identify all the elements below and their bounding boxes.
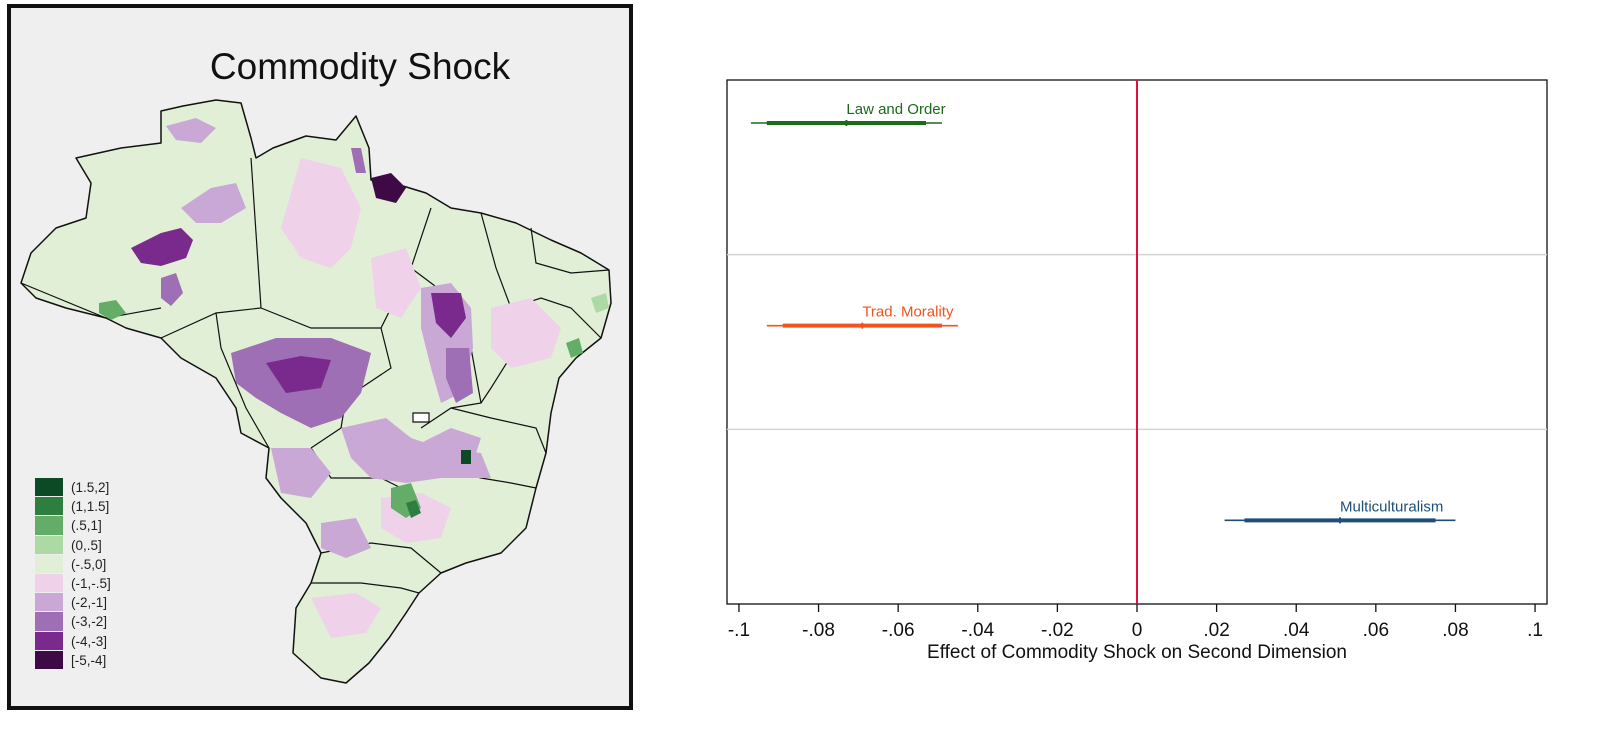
legend-label: [-5,-4] [71,652,107,668]
state-border [450,407,547,454]
map-patch [371,248,421,318]
legend-label: (-3,-2] [71,614,108,630]
x-tick-label: .06 [1363,620,1389,641]
legend-swatch [35,612,63,632]
x-tick-label: .02 [1203,620,1229,641]
legend-swatch [35,650,63,670]
x-tick-label: 0 [1132,620,1143,641]
map-patch [161,273,183,306]
series-label: Multiculturalism [1340,498,1443,515]
legend-label: (0,.5] [71,537,102,553]
map-title: Commodity Shock [209,46,511,87]
map-patch [271,448,331,498]
map-patch [266,356,331,393]
x-axis-title: Effect of Commodity Shock on Second Dime… [927,642,1347,663]
x-tick-label: -.04 [961,620,994,641]
shock-patches [99,118,609,638]
x-tick-label: -.1 [728,620,750,641]
legend-item: (0,.5] [35,535,111,555]
legend-label: (1,1.5] [71,499,110,515]
map-patch [591,293,609,313]
state-border [160,157,262,339]
legend-item: (-3,-2] [35,612,111,632]
state-border [311,582,420,594]
legend-swatch [35,554,63,574]
brazil-map [20,99,612,684]
map-patch [99,300,126,320]
coefficient-chart: -.1 -.08 -.06 -.04 -.02 0 .02 .04 .06 .08 .1 Law a… [726,79,1548,663]
map-patch [461,450,471,464]
legend-item: (-.5,0] [35,554,111,574]
map-patch [311,593,381,638]
legend-item: (1,1.5] [35,497,111,517]
legend-label: (-1,-.5] [71,576,111,592]
legend-label: (-2,-1] [71,595,108,611]
legend-swatch [35,497,63,517]
legend-swatch [35,535,63,555]
map-patch [371,173,406,203]
map-patch [181,183,246,223]
x-tick-label: -.02 [1041,620,1074,641]
state-border [530,227,610,274]
legend-swatch [35,478,63,498]
map-patch [351,148,366,173]
x-tick-label: -.08 [802,620,835,641]
map-patch [412,412,430,423]
map-patch [446,348,473,403]
state-border [20,282,162,319]
x-tick-label: .04 [1283,620,1310,641]
legend-label: (-4,-3] [71,633,108,649]
map-patch [131,228,193,266]
legend-label: (-.5,0] [71,556,107,572]
legend-swatch [35,631,63,651]
legend-label: (.5,1] [71,518,102,534]
map-legend: (1.5,2] (1,1.5] (.5,1] (0,.5] (-.5,0] (-1,-.5… [35,478,111,670]
legend-swatch [35,573,63,594]
legend-item: (.5,1] [35,516,111,536]
legend-item: (1.5,2] [35,478,111,498]
series-group: Law and Order Trad. Morality Multicultural… [750,101,1456,524]
map-patch [166,118,216,143]
legend-swatch [35,516,63,536]
legend-item: (-1,-.5] [35,573,111,594]
series-label: Law and Order [846,101,945,118]
map-patch [406,500,421,518]
x-tick-label: .1 [1527,620,1543,641]
legend-item: [-5,-4] [35,650,111,670]
legend-item: (-4,-3] [35,631,111,651]
map-patch [321,518,371,558]
x-axis: -.1 -.08 -.06 -.04 -.02 0 .02 .04 .06 .08 .1 [728,604,1543,641]
map-panel: Commodity Shock (1.5,2] (1,1.5] (.5,1] (0,.… [7,4,633,710]
legend-swatch [35,593,63,613]
x-tick-label: .08 [1442,620,1468,641]
series-label: Trad. Morality [862,304,954,321]
legend-label: (1.5,2] [71,480,110,496]
map-patch [281,158,361,268]
map-patch [491,298,561,368]
map-patch [566,338,583,358]
state-border [215,312,270,449]
legend-item: (-2,-1] [35,593,111,613]
map-patch [431,293,466,338]
x-tick-label: -.06 [882,620,915,641]
